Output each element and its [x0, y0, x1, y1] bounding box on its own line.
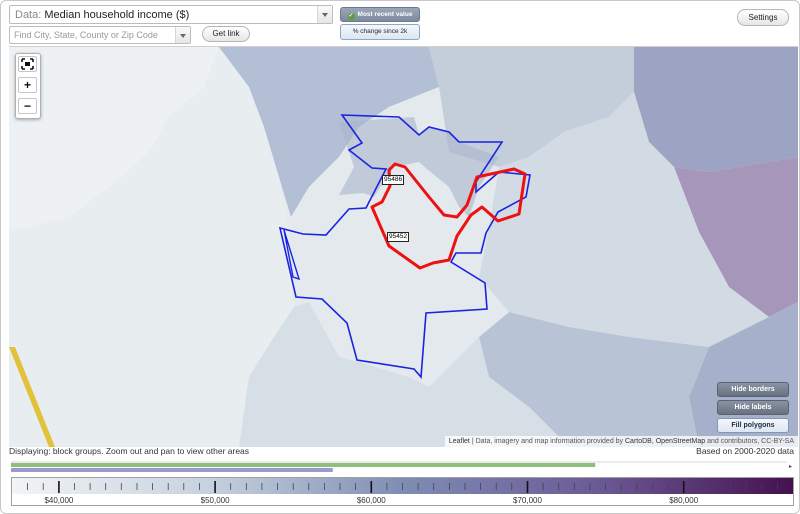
neighbor-outline[interactable] [278, 114, 531, 379]
percent-change-toggle[interactable]: % change since 2k [340, 24, 420, 40]
chevron-down-icon [322, 13, 328, 17]
map-canvas[interactable] [9, 47, 798, 447]
fill-polygons-button[interactable]: Fill polygons [717, 418, 789, 433]
region-northwest [9, 47, 219, 232]
color-legend-canvas: $40,000 $50,000 $60,000 $70,000 $80,000 [12, 478, 793, 505]
zip-label-95452[interactable]: 95452 [387, 232, 410, 242]
zoom-control: + − [15, 53, 41, 119]
fullscreen-button[interactable] [18, 56, 37, 72]
region-west [9, 47, 294, 447]
neighbor-outline-west[interactable] [283, 229, 301, 281]
legend-tick-label: $40,000 [44, 496, 73, 505]
highlight-bar-0 [11, 463, 596, 467]
region-north [219, 47, 439, 217]
leaflet-link[interactable]: Leaflet [448, 438, 470, 445]
legend-tick-label: $60,000 [357, 496, 386, 505]
find-location-input[interactable] [14, 28, 174, 42]
region-north-east [429, 47, 634, 167]
check-icon: ✓ [347, 13, 355, 20]
legend-tick-label: $80,000 [669, 496, 698, 505]
legend-major-ticks: $40,000 $50,000 $60,000 $70,000 $80,000 [44, 481, 699, 505]
based-on-text: Based on 2000-2020 data [696, 446, 794, 456]
attribution-comma: , [651, 438, 656, 445]
toolbar: Data: Median household income ($) Get li… [1, 1, 799, 45]
settings-button[interactable]: Settings [737, 9, 789, 26]
legend-highlight-bars-canvas [11, 461, 792, 472]
attribution-text: | Data, imagery and map information prov… [469, 438, 625, 445]
get-link-button[interactable]: Get link [202, 26, 250, 42]
hide-borders-button[interactable]: Hide borders [717, 382, 789, 397]
region-far-north-east [634, 47, 798, 172]
region-south-west [239, 302, 569, 447]
zoom-out-button[interactable]: − [18, 98, 37, 114]
road [9, 347, 55, 447]
chevron-down-icon [180, 34, 186, 38]
legend-minor-ticks [27, 483, 778, 490]
attribution-rest: and contributors, CC-BY-SA [705, 438, 794, 445]
hide-labels-button[interactable]: Hide labels [717, 400, 789, 415]
data-select-toggle[interactable] [317, 6, 332, 23]
openstreetmap-link[interactable]: OpenStreetMap [655, 438, 706, 445]
legend-highlight-bars [11, 461, 795, 474]
selected-zip-outline[interactable] [370, 162, 527, 270]
region-east-purple [674, 157, 798, 317]
status-bar: Displaying: block groups. Zoom out and p… [9, 446, 794, 457]
find-location-toggle[interactable] [175, 27, 190, 43]
cartodb-link[interactable]: CartoDB [625, 438, 652, 445]
region-south [479, 312, 709, 447]
zoom-in-button[interactable]: + [18, 77, 37, 93]
data-select-label: Data: [15, 9, 42, 21]
region-east [479, 92, 769, 347]
data-select-text: Data: Median household income ($) [15, 9, 189, 21]
fullscreen-icon [21, 58, 34, 70]
most-recent-value-label: Most recent value [357, 11, 413, 18]
find-location-field[interactable] [9, 26, 191, 44]
most-recent-value-toggle[interactable]: ✓ Most recent value [340, 7, 420, 22]
map-view[interactable]: 95486 95452 + − Hide borders Hide labels… [9, 46, 798, 447]
zip-label-95486[interactable]: 95486 [382, 175, 405, 185]
highlight-bar-1 [11, 468, 333, 472]
legend-tick-label: $50,000 [201, 496, 230, 505]
data-select[interactable]: Data: Median household income ($) [9, 5, 333, 24]
legend-tick-label: $70,000 [513, 496, 542, 505]
displaying-text: Displaying: block groups. Zoom out and p… [9, 446, 250, 456]
color-legend: $40,000 $50,000 $60,000 $70,000 $80,000 [11, 477, 794, 506]
map-attribution: Leaflet | Data, imagery and map informat… [444, 436, 798, 447]
data-select-value: Median household income ($) [44, 9, 190, 21]
chevron-right-icon [789, 465, 792, 468]
